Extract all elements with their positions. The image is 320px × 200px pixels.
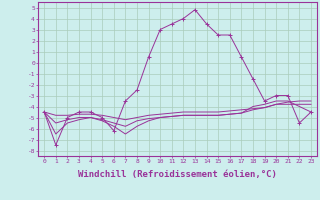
X-axis label: Windchill (Refroidissement éolien,°C): Windchill (Refroidissement éolien,°C) [78,170,277,179]
